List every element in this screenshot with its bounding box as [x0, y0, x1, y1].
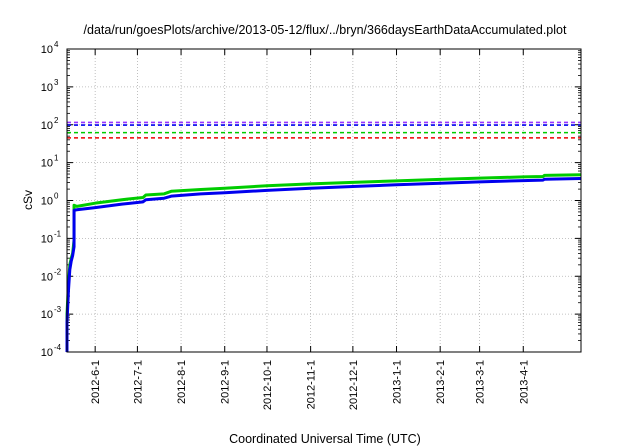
x-tick-label: 2013-4-1	[518, 360, 530, 404]
series-group	[65, 173, 582, 352]
y-tick-label: 10	[41, 44, 53, 56]
y-tick-exponent: -2	[54, 267, 62, 276]
chart-title: /data/run/goesPlots/archive/2013-05-12/f…	[84, 23, 567, 37]
x-tick-label: 2013-1-1	[392, 360, 404, 404]
y-tick-label: 10	[41, 347, 53, 359]
y-tick-exponent: 1	[54, 154, 59, 163]
y-tick-label: 10	[41, 158, 53, 170]
reference-lines	[67, 121, 581, 139]
y-tick-label: 10	[41, 233, 53, 245]
y-axis-label: cSv	[21, 190, 35, 210]
x-tick-label: 2012-8-1	[176, 360, 188, 404]
y-tick-exponent: -3	[54, 305, 62, 314]
y-tick-exponent: -1	[54, 229, 62, 238]
y-tick-exponent: -4	[54, 343, 62, 352]
x-tick-label: 2012-11-1	[306, 360, 318, 409]
y-tick-label: 10	[41, 120, 53, 132]
x-tick-label: 2012-7-1	[132, 360, 144, 404]
x-tick-label: 2012-10-1	[262, 360, 274, 410]
plot-frame	[66, 48, 582, 353]
x-tick-label: 2013-2-1	[435, 360, 447, 404]
y-tick-label: 10	[41, 82, 53, 94]
series-line	[65, 177, 582, 352]
y-tick-exponent: 2	[54, 116, 59, 125]
y-tick-label: 10	[41, 309, 53, 321]
y-tick-exponent: 3	[54, 78, 59, 87]
y-tick-exponent: 4	[54, 40, 59, 49]
x-axis-label: Coordinated Universal Time (UTC)	[229, 432, 421, 446]
grid	[67, 49, 581, 352]
x-tick-label: 2012-6-1	[90, 360, 102, 404]
y-tick-exponent: 0	[54, 192, 59, 201]
x-tick-label: 2012-9-1	[220, 360, 232, 404]
y-tick-label: 10	[41, 271, 53, 283]
x-axis: 2012-6-1 2012-7-1 2012-8-1 2012-9-1 2012-10-…	[90, 49, 530, 410]
x-tick-label: 2013-3-1	[475, 360, 487, 404]
y-tick-label: 10	[41, 196, 53, 208]
x-tick-label: 2012-12-1	[348, 360, 360, 410]
